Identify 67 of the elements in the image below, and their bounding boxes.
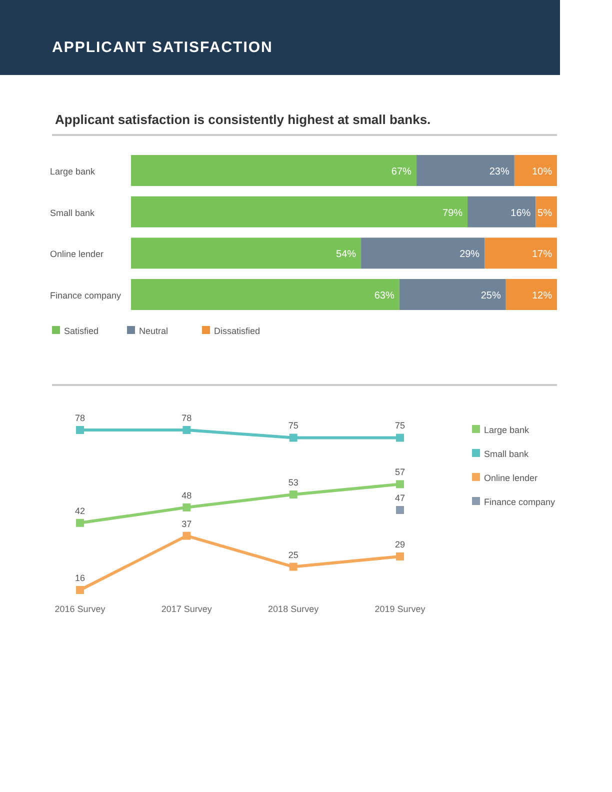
data-label: 25% bbox=[480, 290, 501, 302]
bar bbox=[416, 155, 514, 186]
x-tick-label: 2016 Survey bbox=[54, 604, 106, 614]
data-label: 57 bbox=[394, 467, 406, 478]
bar bbox=[399, 279, 506, 310]
point bbox=[289, 490, 298, 499]
data-label: 12% bbox=[532, 290, 552, 302]
legend-label: Small bank bbox=[484, 449, 530, 459]
data-label: 25 bbox=[288, 550, 298, 560]
legend-label: Neutral bbox=[139, 326, 168, 336]
data-label: 42 bbox=[74, 506, 86, 516]
data-label: 16% bbox=[510, 208, 531, 219]
point bbox=[76, 586, 84, 594]
x-tick-label: 2019 Survey bbox=[374, 604, 426, 614]
legend-label: Finance company bbox=[484, 497, 556, 507]
bar bbox=[506, 279, 557, 310]
data-label: 63% bbox=[374, 290, 394, 302]
point bbox=[76, 518, 84, 527]
data-label: 67% bbox=[391, 166, 412, 178]
point bbox=[182, 426, 191, 434]
y-tick-label: Online lender bbox=[50, 249, 104, 260]
data-label: 53 bbox=[288, 478, 298, 488]
point bbox=[182, 532, 191, 540]
bar bbox=[131, 238, 362, 269]
point bbox=[182, 503, 191, 512]
data-label: 29 bbox=[394, 539, 406, 550]
point bbox=[76, 426, 84, 434]
legend-label: Dissatisfied bbox=[214, 326, 260, 336]
point bbox=[396, 506, 404, 514]
data-label: 48 bbox=[182, 490, 192, 500]
y-tick-label: Large bank bbox=[50, 166, 96, 176]
data-label: 47 bbox=[394, 493, 406, 503]
data-label: 75 bbox=[288, 420, 298, 431]
chart-subtitle: Applicant satisfaction is consistently highest at small banks. bbox=[55, 112, 431, 127]
data-label: 10% bbox=[532, 166, 552, 178]
bar bbox=[131, 155, 416, 186]
point bbox=[289, 562, 298, 571]
data-label: 79% bbox=[442, 208, 463, 219]
point bbox=[289, 434, 298, 442]
legend-label: Online lender bbox=[484, 473, 538, 483]
point bbox=[396, 552, 404, 560]
bar bbox=[131, 279, 400, 310]
x-tick-label: 2018 Survey bbox=[268, 604, 320, 614]
data-label: 78 bbox=[74, 413, 86, 423]
legend-label: Large bank bbox=[484, 425, 530, 435]
bar bbox=[514, 155, 557, 186]
data-label: 75 bbox=[394, 420, 406, 431]
data-label: 23% bbox=[489, 166, 510, 178]
data-label: 17% bbox=[532, 249, 552, 260]
legend-label: Satisfied bbox=[64, 326, 99, 336]
bar bbox=[484, 238, 557, 269]
bar bbox=[131, 196, 468, 228]
data-label: 16 bbox=[74, 573, 86, 583]
y-tick-label: Small bank bbox=[50, 208, 96, 218]
bar bbox=[536, 196, 557, 228]
x-tick-label: 2017 Survey bbox=[161, 604, 212, 614]
data-label: 5% bbox=[538, 208, 552, 219]
data-label: 78 bbox=[182, 413, 192, 423]
bar bbox=[361, 238, 485, 269]
point bbox=[396, 480, 404, 488]
data-label: 37 bbox=[182, 518, 192, 529]
point bbox=[396, 434, 404, 442]
chart-title: APPLICANT SATISFACTION bbox=[52, 39, 273, 56]
data-label: 29% bbox=[460, 249, 480, 260]
bar bbox=[468, 196, 536, 228]
y-tick-label: Finance company bbox=[50, 290, 122, 300]
data-label: 54% bbox=[336, 249, 356, 260]
